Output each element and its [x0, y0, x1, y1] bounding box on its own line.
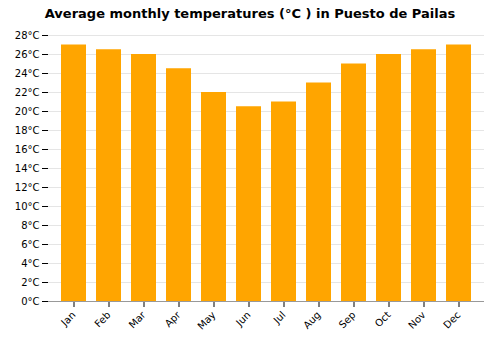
svg-text:Jan: Jan: [58, 309, 77, 328]
svg-text:24°C: 24°C: [15, 68, 40, 79]
svg-text:Oct: Oct: [373, 309, 393, 329]
svg-text:Nov: Nov: [406, 309, 428, 331]
svg-text:2°C: 2°C: [21, 277, 39, 288]
svg-text:Jul: Jul: [271, 309, 288, 326]
svg-text:6°C: 6°C: [21, 239, 39, 250]
svg-text:Apr: Apr: [163, 309, 184, 330]
svg-text:14°C: 14°C: [15, 163, 40, 174]
svg-text:Mar: Mar: [127, 309, 149, 331]
svg-text:16°C: 16°C: [15, 144, 40, 155]
svg-text:26°C: 26°C: [15, 49, 40, 60]
svg-text:Dec: Dec: [441, 309, 462, 330]
svg-text:12°C: 12°C: [15, 182, 40, 193]
svg-text:Jun: Jun: [233, 309, 253, 329]
svg-text:Sep: Sep: [337, 309, 358, 330]
svg-text:20°C: 20°C: [15, 106, 40, 117]
svg-text:8°C: 8°C: [21, 220, 39, 231]
svg-text:22°C: 22°C: [15, 87, 40, 98]
svg-text:10°C: 10°C: [15, 201, 40, 212]
svg-text:0°C: 0°C: [21, 296, 39, 307]
svg-text:28°C: 28°C: [15, 30, 40, 41]
svg-text:Feb: Feb: [92, 309, 112, 329]
svg-text:May: May: [195, 309, 217, 331]
html-text:Average monthly temperatures (: Average monthly temperatures (°C ) in Pu…: [44, 6, 456, 21]
svg-text:Aug: Aug: [301, 309, 323, 331]
svg-text:4°C: 4°C: [21, 258, 39, 269]
svg-text:18°C: 18°C: [15, 125, 40, 136]
